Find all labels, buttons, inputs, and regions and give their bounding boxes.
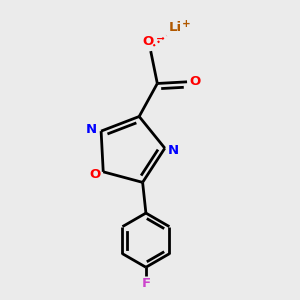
Text: O: O xyxy=(190,75,201,88)
Text: +: + xyxy=(182,19,191,29)
Text: Li: Li xyxy=(169,20,182,34)
Text: O: O xyxy=(142,35,154,48)
Text: N: N xyxy=(167,144,178,157)
Text: N: N xyxy=(85,123,97,136)
Text: −: − xyxy=(156,34,164,44)
Text: F: F xyxy=(141,277,151,290)
Text: O: O xyxy=(89,168,100,181)
